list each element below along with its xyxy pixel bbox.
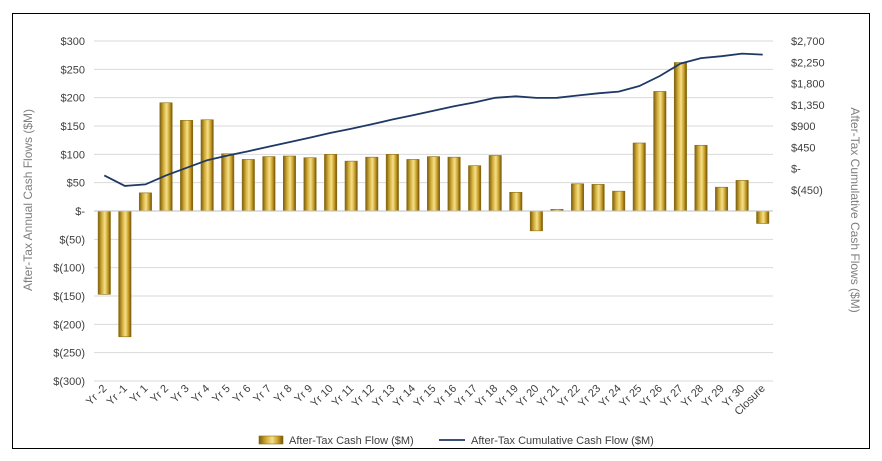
bar-yr-2 [97,210,111,295]
left-tick-label: $300 [61,36,85,48]
bar-yr29 [715,186,729,212]
bar-yr7 [262,156,276,212]
bar-yr24 [612,190,626,212]
bar-yr20 [529,210,543,232]
x-tick-label: Yr 29 [700,383,727,410]
x-tick-label: Yr 7 [251,383,274,406]
bar-yr18 [488,155,502,212]
bar-yr8 [282,155,296,212]
x-tick-label: Yr 4 [190,383,213,406]
x-tick-label: Yr 8 [272,383,295,406]
x-tick-label: Yr 14 [391,383,418,410]
left-tick-label: $(200) [53,319,85,331]
x-tick-label: Yr 21 [535,383,562,410]
left-tick-label: $200 [61,93,85,105]
right-axis-title: After-Tax Cumulative Cash Flows ($M) [848,107,862,312]
x-tick-label: Yr 26 [638,383,665,410]
right-tick-label: $900 [791,121,815,133]
right-tick-label: $2,700 [791,36,825,48]
bar-yr-1 [118,210,132,338]
x-tick-label: Yr 12 [350,383,377,410]
left-tick-label: $100 [61,149,85,161]
legend: After-Tax Cash Flow ($M) After-Tax Cumul… [258,435,654,447]
left-axis-title: After-Tax Annual Cash Flows ($M) [21,109,35,291]
x-tick-label: Yr 20 [514,383,541,410]
legend-swatch-bar [258,435,284,445]
legend-item-line: After-Tax Cumulative Cash Flow ($M) [439,435,654,447]
right-tick-label: $- [791,164,801,176]
right-tick-label: $(450) [791,185,823,197]
right-tick-label: $450 [791,142,815,154]
left-tick-label: $50 [67,178,85,190]
legend-label-line: After-Tax Cumulative Cash Flow ($M) [471,435,654,447]
x-tick-label: Yr 18 [473,383,500,410]
x-tick-label: Yr 5 [210,383,233,406]
x-tick-label: Yr 2 [148,383,171,406]
left-tick-label: $(150) [53,291,85,303]
right-tick-label: $1,350 [791,100,825,112]
bar-yr30 [735,180,749,212]
bar-closure [756,210,770,224]
x-axis-ticks: Yr -2Yr -1Yr 1Yr 2Yr 3Yr 4Yr 5Yr 6Yr 7Yr… [84,383,768,418]
legend-item-bar: After-Tax Cash Flow ($M) [258,435,414,447]
bar-yr1 [138,192,152,212]
x-tick-label: Yr 27 [658,383,685,410]
x-tick-label: Yr 1 [128,383,151,406]
x-tick-label: Yr 3 [169,383,192,406]
bar-yr28 [694,144,708,212]
legend-label-bar: After-Tax Cash Flow ($M) [289,435,414,447]
cash-flow-chart: $300 $250 $200 $150 $100 $50 $- $(50) $(100) $(15… [21,36,862,447]
bar-yr17 [468,165,482,212]
x-tick-label: Yr 22 [556,383,583,410]
right-tick-label: $1,800 [791,79,825,91]
bar-yr22 [571,183,585,212]
bar-series [97,62,770,338]
bar-yr25 [632,142,646,212]
bar-yr12 [365,156,379,212]
bar-yr10 [324,154,338,212]
left-tick-label: $150 [61,121,85,133]
x-tick-label: Yr 25 [617,383,644,410]
left-tick-label: $250 [61,64,85,76]
x-tick-label: Yr 6 [231,383,254,406]
x-tick-label: Yr 10 [309,383,336,410]
bar-yr23 [591,184,605,212]
chart-frame: $300 $250 $200 $150 $100 $50 $- $(50) $(100) $(15… [12,13,870,449]
x-tick-label: Yr 16 [432,383,459,410]
x-tick-label: Yr 13 [370,383,397,410]
left-tick-label: $(250) [53,348,85,360]
bar-yr6 [241,159,255,212]
bar-yr19 [509,192,523,212]
bar-yr13 [385,154,399,212]
left-tick-label: $(50) [59,234,85,246]
left-tick-label: $- [75,206,85,218]
x-tick-label: Yr 19 [494,383,521,410]
bar-yr14 [406,159,420,212]
left-axis-ticks: $300 $250 $200 $150 $100 $50 $- $(50) $(100) $(15… [53,36,85,388]
x-tick-label: Yr 15 [412,383,439,410]
left-tick-label: $(300) [53,376,85,388]
x-tick-label: Yr 28 [679,383,706,410]
bar-yr9 [303,157,317,212]
bar-yr26 [653,91,667,212]
bar-yr4 [200,119,214,212]
right-tick-label: $2,250 [791,57,825,69]
x-tick-label: Yr -1 [105,383,130,408]
left-tick-label: $(100) [53,263,85,275]
bar-yr2 [159,102,173,212]
bar-yr16 [447,156,461,212]
x-tick-label: Yr 24 [597,383,624,410]
right-axis-ticks: $2,700 $2,250 $1,800 $1,350 $900 $450 $- $(450) [791,36,825,197]
x-tick-label: Yr 11 [330,383,357,410]
x-tick-label: Yr 23 [576,383,603,410]
bar-yr27 [673,62,687,212]
cumulative-line [103,52,763,187]
bar-yr11 [344,160,358,212]
bar-yr15 [427,156,440,212]
bar-yr5 [221,153,235,212]
x-tick-label: Yr -2 [84,383,109,408]
x-tick-label: Yr 17 [453,383,480,410]
